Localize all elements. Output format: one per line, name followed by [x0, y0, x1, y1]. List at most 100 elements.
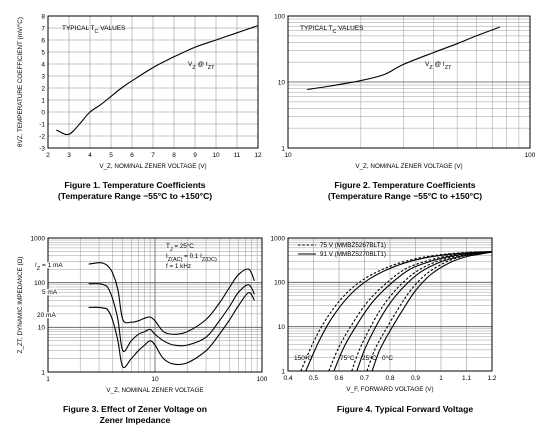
x-tick-label: 0.6	[334, 375, 343, 382]
y-tick-label: -2	[39, 133, 45, 140]
y-tick-label: 10	[278, 324, 286, 331]
y-tick-label: 0	[41, 109, 45, 116]
temperature-label-1: 75°C	[340, 354, 355, 362]
figure-4-chart: 0.40.50.60.70.80.911.11.21101001000I_F, …	[257, 235, 497, 393]
series-line-5	[356, 251, 493, 372]
figure-3-caption: Figure 3. Effect of Zener Voltage on Zen…	[0, 404, 270, 426]
y-tick-label: 6	[41, 37, 45, 44]
series-label-1: 5 mA	[42, 289, 58, 296]
x-tick-label: 12	[254, 152, 262, 159]
series-line-2	[328, 251, 490, 372]
series-line-1	[88, 283, 255, 352]
figure-2-caption: Figure 2. Temperature Coefficients (Temp…	[270, 180, 540, 202]
y-axis-label: θVZ, TEMPERATURE COEFFICIENT (mV/°C)	[16, 17, 24, 147]
y-axis-label: Z_ZT, DYNAMIC IMPEDANCE (Ω)	[17, 257, 24, 354]
x-tick-label: 1	[439, 375, 443, 382]
x-tick-label: 1	[46, 376, 50, 383]
figure-4-panel: 0.40.50.60.70.80.911.11.21101001000I_F, …	[257, 228, 540, 400]
x-tick-label: 9	[193, 152, 197, 159]
y-tick-label: -3	[39, 145, 45, 152]
condition-frequency: f = 1 kHz	[166, 263, 191, 270]
x-tick-label: 5	[109, 152, 113, 159]
x-tick-label: 0.8	[385, 375, 394, 382]
y-tick-label: 10	[278, 79, 286, 86]
x-tick-label: 1.1	[462, 375, 471, 382]
series-line-0	[307, 26, 500, 91]
y-tick-label: 3	[41, 73, 45, 80]
series-line-0	[300, 251, 490, 372]
y-tick-label: 1000	[271, 235, 286, 242]
x-tick-label: 10	[284, 152, 292, 159]
plot-frame	[47, 15, 259, 149]
x-tick-label: 0.4	[283, 375, 292, 382]
x-tick-label: 11	[234, 152, 241, 159]
figure-3-caption-line1: Figure 3. Effect of Zener Voltage on	[62, 404, 208, 414]
series-line-1	[305, 251, 493, 372]
figure-1-caption-line2: (Temperature Range −55°C to +150°C)	[57, 191, 213, 201]
series-line-4	[351, 251, 490, 372]
annotation-vz-izt: VZ @ IZT	[425, 61, 452, 71]
y-tick-label: 1	[281, 368, 285, 375]
figure-3-caption-line2: Zener Impedance	[99, 415, 171, 425]
temperature-label-3: 0°C	[382, 354, 393, 362]
figure-3-panel: 1 10 100 1 10 100 1000 Z_ZT, DYNAMIC IMPEDANCE …	[0, 228, 270, 400]
plot-frame	[287, 15, 531, 149]
y-tick-label: 100	[274, 280, 285, 287]
plot-frame	[47, 237, 263, 373]
x-tick-label: 6	[130, 152, 134, 159]
temperature-label-2: 25°C	[362, 354, 377, 362]
x-tick-label: 2	[46, 152, 50, 159]
y-tick-label: 1000	[31, 235, 46, 242]
figure-2-caption-line2: (Temperature Range −55°C to +150°C)	[327, 191, 483, 201]
x-tick-label: 10	[151, 376, 159, 383]
y-tick-label: 8	[41, 13, 45, 20]
plot-frame	[287, 237, 493, 372]
y-tick-label: 1	[41, 97, 45, 104]
figure-1-caption: Figure 1. Temperature Coefficients (Temp…	[0, 180, 270, 202]
figure-1-caption-line1: Figure 1. Temperature Coefficients	[64, 180, 206, 190]
y-tick-label: 4	[41, 61, 45, 68]
x-axis-label: V_F, FORWARD VOLTAGE (V)	[346, 386, 433, 393]
x-tick-label: 7	[151, 152, 155, 159]
y-tick-label: -1	[39, 121, 45, 128]
figure-2-panel: 10100110100θVZ, TEMPERATURE COEFFICIENT …	[256, 0, 540, 175]
x-axis-label: V_Z, NOMINAL ZENER VOLTAGE (V)	[355, 163, 462, 170]
x-tick-label: 4	[88, 152, 92, 159]
legend-label-0: 75 V (MMBZ5267BLT1)	[320, 242, 386, 249]
figure-2-chart: 10100110100θVZ, TEMPERATURE COEFFICIENT …	[256, 13, 536, 170]
figure-4-caption-line1: Figure 4. Typical Forward Voltage	[336, 404, 474, 414]
series-line-0	[56, 25, 259, 136]
temperature-label-0: 150°C	[294, 354, 312, 362]
y-tick-label: 7	[41, 25, 45, 32]
condition-izac: IZ(AC) = 0.1 IZ(DC)	[166, 253, 217, 263]
legend-label-1: 91 V (MMBZ5270BLT1)	[320, 251, 386, 258]
y-tick-label: 10	[38, 325, 46, 332]
figure-2-caption-line1: Figure 2. Temperature Coefficients	[334, 180, 476, 190]
series-label-2: 20 mA	[37, 312, 56, 319]
annotation-typical-values: TYPICAL TC VALUES	[300, 25, 364, 35]
x-tick-label: 100	[525, 152, 536, 159]
figure-4-caption: Figure 4. Typical Forward Voltage	[270, 404, 540, 415]
x-tick-label: 1.2	[487, 375, 496, 382]
figure-3-chart: 1 10 100 1 10 100 1000 Z_ZT, DYNAMIC IMPEDANCE …	[17, 235, 268, 394]
annotation-typical-values: TYPICAL TC VALUES	[62, 25, 126, 35]
y-tick-label: 1	[41, 369, 45, 376]
x-tick-label: 3	[67, 152, 71, 159]
x-axis-label: V_Z, NOMINAL ZENER VOLTAGE (V)	[99, 163, 206, 170]
x-tick-label: 8	[172, 152, 176, 159]
x-tick-label: 10	[212, 152, 220, 159]
condition-tj: TJ = 25°C	[166, 242, 194, 253]
series-line-7	[371, 251, 493, 372]
series-line-2	[88, 292, 255, 369]
annotation-vz-izt: VZ @ IZT	[188, 61, 215, 71]
x-tick-label: 0.7	[360, 375, 369, 382]
x-tick-label: 100	[257, 376, 268, 383]
y-tick-label: 2	[41, 85, 45, 92]
series-label-0: IZ = 1 mA	[35, 262, 63, 272]
y-tick-label: 100	[274, 13, 285, 20]
y-tick-label: 5	[41, 49, 45, 56]
y-tick-label: 100	[34, 280, 45, 287]
x-tick-label: 0.9	[411, 375, 420, 382]
figure-1-panel: 2 3 4 5 6 7 8 9 10 11 12 -3 -2 -1 0 1 2 3 4 5 6 7 8 θVZ, TEMPER…	[0, 0, 270, 175]
